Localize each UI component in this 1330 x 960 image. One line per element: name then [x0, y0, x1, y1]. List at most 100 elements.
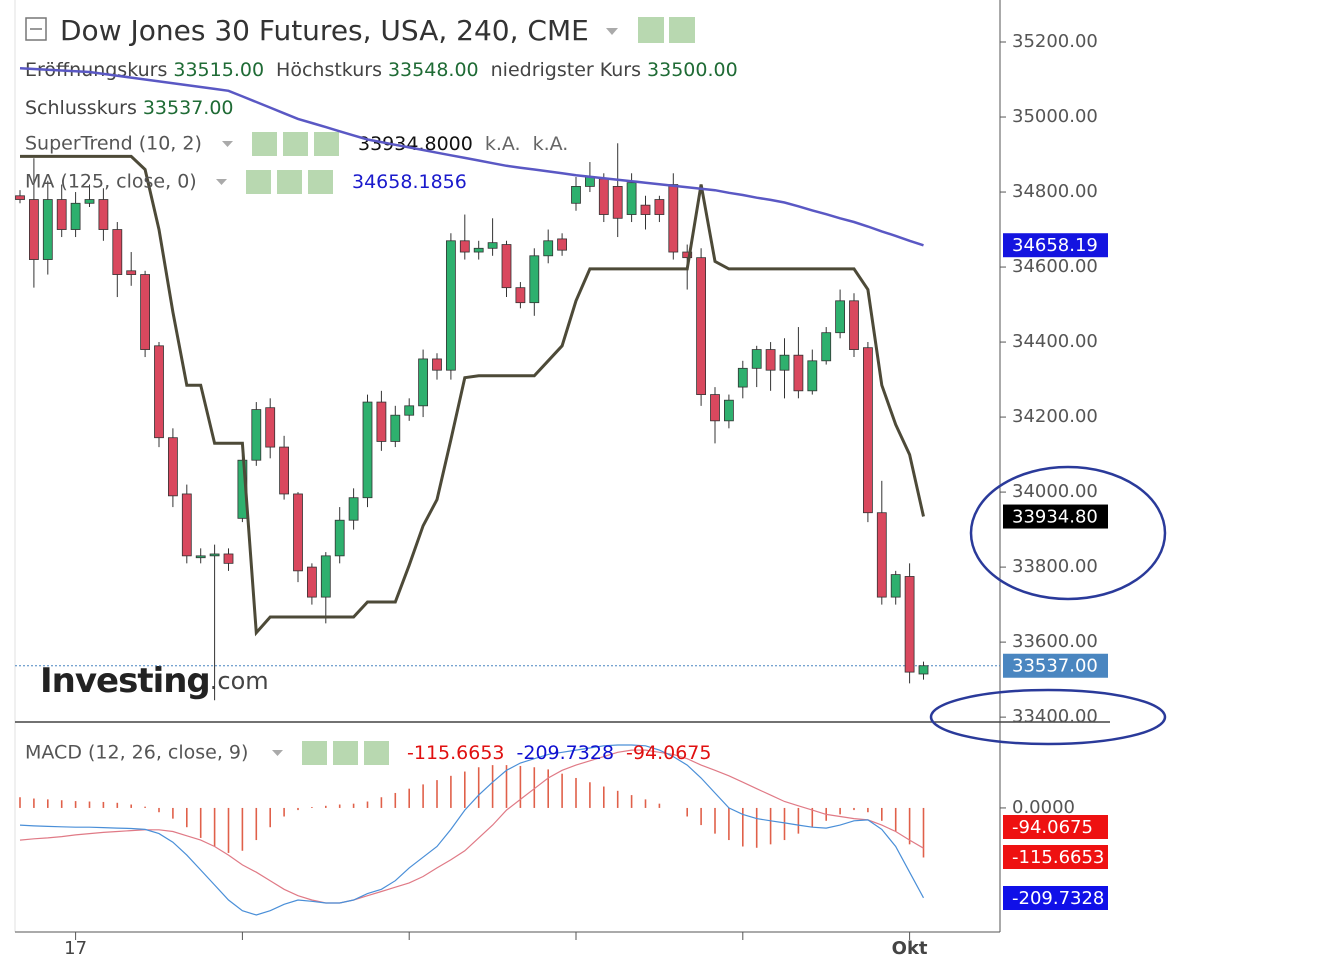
dropdown-icon [216, 179, 227, 185]
eye-icon[interactable] [252, 132, 277, 156]
readout-value: 33548.00 [388, 59, 479, 81]
candle-body [585, 176, 595, 187]
collapse-icon[interactable] [25, 17, 47, 41]
candle-body [710, 394, 720, 422]
candle-body [696, 257, 706, 395]
readout-name: niedrigster Kurs [491, 59, 641, 81]
candle-body [56, 199, 67, 230]
price-badge [1003, 886, 1108, 910]
y-tick-label: 34800.00 [1012, 181, 1098, 202]
candle-body [390, 414, 401, 442]
candle-body [640, 204, 651, 215]
candle-body [167, 437, 178, 497]
remove-icon[interactable] [314, 132, 339, 156]
candle-body [473, 247, 484, 253]
candle-body [376, 401, 387, 442]
candle-body [904, 576, 915, 673]
indicator-value: 34658.1856 [352, 171, 467, 193]
candle-body [890, 574, 901, 598]
candle-body [724, 399, 734, 422]
candle-body [793, 354, 804, 392]
candle-body [849, 300, 859, 350]
remove-icon[interactable] [308, 170, 333, 194]
indicator-readout: -115.6653 -209.7328 -94.0675 [407, 742, 711, 764]
settings-icon[interactable] [277, 170, 302, 194]
candle-body [432, 358, 442, 371]
candle-body [543, 240, 554, 257]
eye-icon[interactable] [246, 170, 271, 194]
candle-body [682, 251, 693, 259]
price-badge [1003, 815, 1108, 839]
indicator-value: -209.7328 [517, 742, 615, 764]
y-tick-label: 33600.00 [1012, 631, 1098, 652]
indicator-value: -115.6653 [407, 742, 505, 764]
settings-icon[interactable] [669, 17, 695, 43]
logo: Investing.com [40, 661, 269, 701]
candle-body [918, 665, 929, 675]
moving-average-line [19, 67, 924, 247]
candle-body [404, 405, 415, 416]
indicator-value: -94.0675 [626, 742, 711, 764]
candle-body [501, 244, 512, 289]
remove-icon[interactable] [364, 741, 389, 765]
eye-icon[interactable] [638, 17, 664, 43]
candle-body [876, 512, 887, 598]
x-tick-label: 17 [64, 938, 87, 959]
indicator-readout: 33934.8000 k.A. k.A. [358, 133, 568, 155]
indicator-readout: 34658.1856 [352, 171, 467, 193]
signal-line [19, 749, 924, 904]
dropdown-icon [272, 750, 283, 756]
logo-suffix: .com [210, 667, 269, 695]
candle-body [265, 407, 276, 448]
price-badge-label: -209.7328 [1012, 888, 1104, 909]
y-tick-label: 34400.00 [1012, 331, 1098, 352]
price-badge [1003, 845, 1108, 869]
candle-body [28, 199, 39, 260]
candle-body [209, 553, 220, 557]
candle-body [445, 240, 456, 371]
candle-body [737, 367, 748, 388]
indicator-value: k.A. [485, 133, 521, 155]
ohlc-readout: Schlusskurs 33537.00 [25, 97, 234, 119]
dropdown-icon[interactable] [606, 28, 618, 35]
plot-layer: Eröffnungskurs 33515.00 Höchstkurs 33548.00… [15, 31, 1108, 959]
settings-icon[interactable] [283, 132, 308, 156]
candle-body [459, 240, 470, 253]
candle-body [626, 182, 637, 215]
candle-body [98, 199, 109, 230]
dropdown-icon [222, 141, 233, 147]
candle-body [571, 186, 581, 204]
y-tick-label: 34200.00 [1012, 406, 1098, 427]
candle-body [112, 229, 123, 275]
eye-icon[interactable] [302, 741, 327, 765]
indicator-value: k.A. [533, 133, 569, 155]
price-badge-label: -94.0675 [1012, 817, 1093, 838]
price-badge-label: 34658.19 [1012, 235, 1098, 256]
indicator-value: 33934.8000 [358, 133, 473, 155]
candle-body [765, 349, 776, 371]
y-tick-label: 35000.00 [1012, 106, 1098, 127]
candle-body [140, 274, 151, 350]
candle-body [306, 566, 317, 598]
chart-title: Dow Jones 30 Futures, USA, 240, CME [60, 14, 589, 47]
readout-value: 33537.00 [143, 97, 234, 119]
candle-body [779, 354, 790, 371]
y-tick-label: 34000.00 [1012, 481, 1098, 502]
annotation-ellipse [929, 688, 1167, 746]
candle-body [181, 493, 192, 557]
candle-body [126, 270, 137, 275]
candle-body [418, 358, 429, 407]
candle-body [821, 332, 832, 362]
candle-body [529, 255, 540, 304]
candle-body [348, 497, 359, 521]
readout-name: Eröffnungskurs [25, 59, 167, 81]
settings-icon[interactable] [333, 741, 358, 765]
candle-body [154, 345, 164, 439]
price-badge [1003, 653, 1108, 678]
indicator-name: MA (125, close, 0) [25, 171, 197, 193]
readout-name: Schlusskurs [25, 97, 137, 119]
price-badge [1003, 233, 1108, 258]
price-badge [1003, 504, 1108, 529]
